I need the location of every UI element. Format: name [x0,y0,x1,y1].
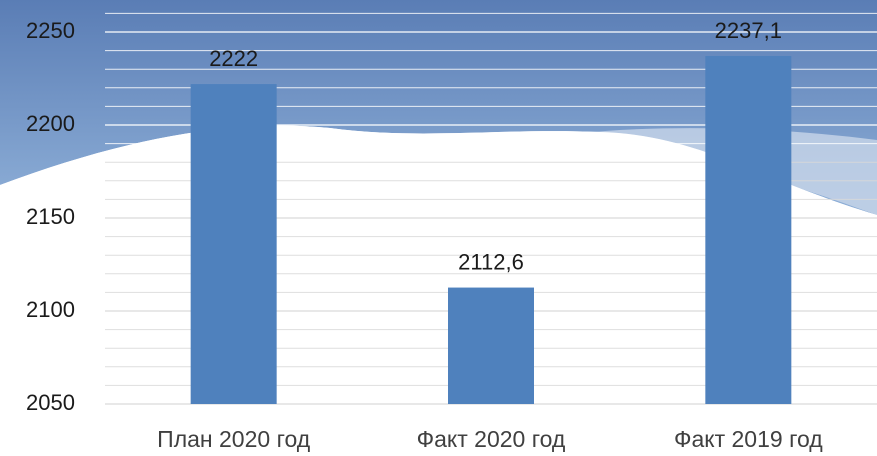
x-tick-label: План 2020 год [157,426,311,452]
y-tick-label: 2200 [26,111,75,136]
y-tick-label: 2250 [26,18,75,43]
y-tick-label: 2100 [26,297,75,322]
bar [705,55,792,405]
y-tick-label: 2150 [26,204,75,229]
bar [190,84,277,404]
marks [190,55,792,405]
data-label: 2222 [209,46,258,71]
x-tick-label: Факт 2020 год [417,426,566,452]
background-wave [0,0,877,215]
bar [448,287,534,404]
data-label: 2112,6 [458,249,524,274]
x-tick-label: Факт 2019 год [674,426,823,452]
y-tick-label: 2050 [26,390,75,415]
data-label: 2237,1 [715,18,782,43]
